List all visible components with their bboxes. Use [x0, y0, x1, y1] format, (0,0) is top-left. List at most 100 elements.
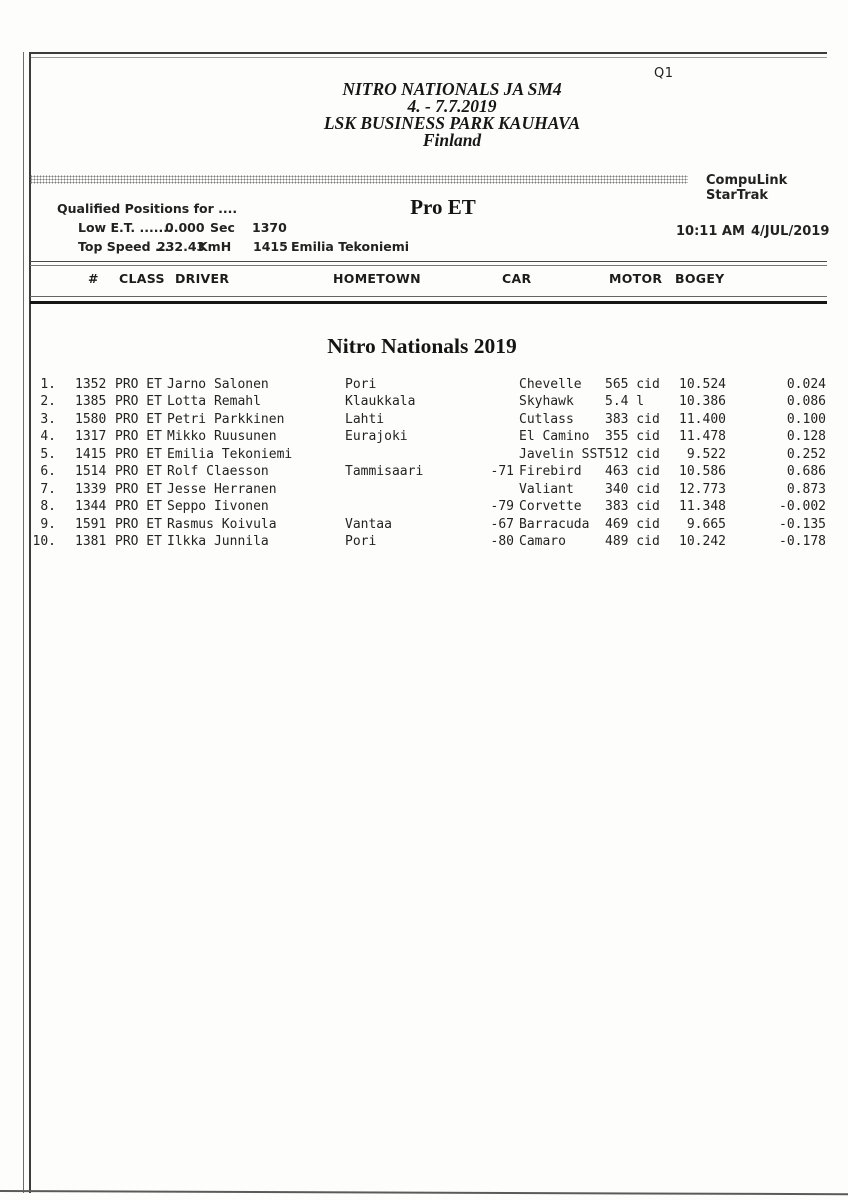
table-row: 5. 1415 PRO ET Emilia Tekoniemi Javelin …	[0, 447, 848, 464]
class-cell: PRO ET	[115, 446, 162, 462]
car-year-cell: -71	[490, 464, 514, 480]
motor-cell: 512 cid	[605, 446, 660, 462]
bogey-cell: 9.665	[686, 516, 726, 532]
car-number-cell: 1591	[75, 516, 107, 532]
event-venue: LSK BUSINESS PARK KAUHAVA	[323, 113, 581, 133]
car-cell: Barracuda	[519, 516, 590, 532]
car-cell: Cutlass	[519, 411, 574, 427]
motor-cell: 340 cid	[605, 481, 660, 497]
motor-cell: 383 cid	[605, 499, 660, 515]
class-cell: PRO ET	[115, 516, 162, 532]
driver-cell: Jesse Herranen	[167, 481, 277, 497]
class-cell: PRO ET	[115, 394, 162, 410]
table-row: 1. 1352 PRO ET Jarno Salonen Pori Chevel…	[0, 377, 848, 394]
car-cell: El Camino	[519, 429, 590, 445]
rank-cell: 10.	[32, 534, 56, 550]
car-year-cell: -79	[490, 499, 514, 515]
car-number-cell: 1381	[75, 534, 107, 550]
halftone-separator-band	[30, 175, 688, 184]
bogey-cell: 10.242	[679, 534, 726, 550]
motor-cell: 463 cid	[605, 464, 660, 480]
header-bogey: BOGEY	[675, 271, 725, 286]
hometown-cell: Lahti	[345, 411, 385, 427]
car-cell: Chevelle	[519, 377, 582, 392]
table-row: 3. 1580 PRO ET Petri Parkkinen Lahti Cut…	[0, 412, 848, 429]
low-et-unit: Sec	[210, 220, 235, 235]
diff-cell: -0.002	[779, 499, 826, 515]
bogey-cell: 11.400	[679, 411, 726, 427]
bogey-cell: 11.348	[679, 499, 726, 515]
header-bottom-rule	[30, 296, 827, 304]
motor-cell: 355 cid	[605, 429, 660, 445]
low-et-value: 0.000	[165, 220, 205, 235]
class-cell: PRO ET	[115, 377, 162, 392]
bogey-cell: 11.478	[679, 429, 726, 445]
motor-cell: 489 cid	[605, 534, 660, 550]
driver-cell: Jarno Salonen	[167, 377, 269, 392]
driver-cell: Rasmus Koivula	[167, 516, 277, 532]
hometown-cell: Tammisaari	[345, 464, 424, 480]
rank-cell: 3.	[40, 411, 56, 427]
car-number-cell: 1352	[75, 377, 107, 392]
table-row: 6. 1514 PRO ET Rolf Claesson Tammisaari …	[0, 464, 848, 481]
car-year-cell: -67	[490, 516, 514, 532]
qualified-positions-label: Qualified Positions for ....	[57, 201, 238, 216]
header-class: CLASS	[119, 271, 165, 286]
diff-cell: 0.100	[786, 411, 826, 427]
car-number-cell: 1580	[75, 411, 107, 427]
low-et-label: Low E.T. .......	[78, 220, 173, 235]
car-cell: Firebird	[519, 464, 582, 480]
diff-cell: 0.128	[786, 429, 826, 445]
car-cell: Corvette	[519, 499, 582, 515]
race-class-title: Pro ET	[410, 195, 476, 219]
diff-cell: 0.252	[786, 446, 826, 462]
top-speed-car-number: 1415	[253, 239, 288, 254]
page-bottom-edge-line	[0, 1190, 848, 1196]
class-cell: PRO ET	[115, 499, 162, 515]
bogey-cell: 12.773	[679, 481, 726, 497]
table-row: 4. 1317 PRO ET Mikko Ruusunen Eurajoki E…	[0, 429, 848, 446]
diff-cell: 0.024	[786, 377, 826, 392]
header-hometown: HOMETOWN	[333, 271, 421, 286]
print-time: 10:11 AM	[676, 224, 745, 239]
top-speed-value: 232.43	[157, 239, 206, 254]
event-title-block: NITRO NATIONALS JA SM4 4. - 7.7.2019 LSK…	[52, 80, 848, 149]
header-car: CAR	[502, 271, 532, 286]
bogey-cell: 9.522	[686, 446, 726, 462]
car-number-cell: 1317	[75, 429, 107, 445]
top-speed-driver: Emilia Tekoniemi	[291, 239, 410, 254]
hometown-cell: Pori	[345, 377, 377, 392]
car-number-cell: 1385	[75, 394, 107, 410]
car-cell: Skyhawk	[519, 394, 574, 410]
car-number-cell: 1415	[75, 446, 107, 462]
rank-cell: 9.	[40, 516, 56, 532]
car-cell: Valiant	[519, 481, 574, 497]
car-number-cell: 1339	[75, 481, 107, 497]
car-cell: Javelin SST	[519, 446, 606, 462]
driver-cell: Mikko Ruusunen	[167, 429, 277, 445]
timing-system-brand: CompuLink StarTrak	[706, 173, 788, 203]
diff-cell: 0.873	[786, 481, 826, 497]
motor-cell: 383 cid	[605, 411, 660, 427]
driver-cell: Lotta Remahl	[167, 394, 261, 410]
table-row: 9. 1591 PRO ET Rasmus Koivula Vantaa -67…	[0, 517, 848, 534]
driver-cell: Rolf Claesson	[167, 464, 269, 480]
car-year-cell: -80	[490, 534, 514, 550]
hometown-cell: Pori	[345, 534, 377, 550]
diff-cell: -0.135	[779, 516, 826, 532]
table-row: 7. 1339 PRO ET Jesse Herranen Valiant 34…	[0, 482, 848, 499]
diff-cell: 0.086	[786, 394, 826, 410]
table-row: 8. 1344 PRO ET Seppo Iivonen -79 Corvett…	[0, 499, 848, 516]
rank-cell: 1.	[40, 377, 56, 392]
class-cell: PRO ET	[115, 481, 162, 497]
rank-cell: 6.	[40, 464, 56, 480]
car-number-cell: 1514	[75, 464, 107, 480]
hometown-cell: Eurajoki	[345, 429, 408, 445]
table-row: 2. 1385 PRO ET Lotta Remahl Klaukkala Sk…	[0, 394, 848, 411]
car-number-cell: 1344	[75, 499, 107, 515]
top-speed-label: Top Speed ...	[78, 239, 170, 254]
bogey-cell: 10.386	[679, 394, 726, 410]
bogey-cell: 10.524	[679, 377, 726, 392]
motor-cell: 469 cid	[605, 516, 660, 532]
